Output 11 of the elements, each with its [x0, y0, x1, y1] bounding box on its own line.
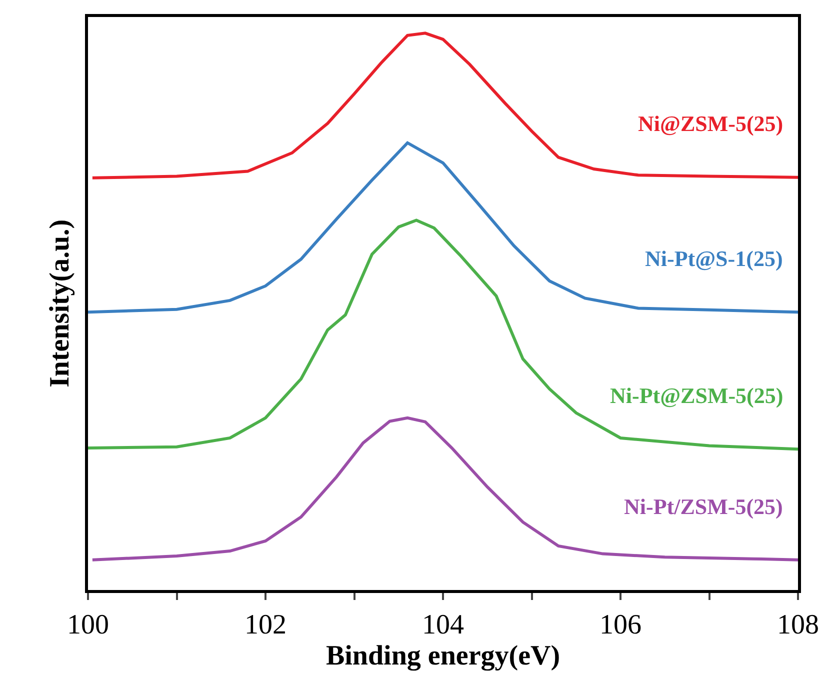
- y-axis-title: Intensity(a.u.): [44, 219, 76, 388]
- x-tick-label: 106: [600, 610, 642, 641]
- x-tick-label: 108: [777, 610, 819, 641]
- x-tick-label: 104: [422, 610, 464, 641]
- series-label: Ni-Pt@ZSM-5(25): [610, 383, 784, 408]
- x-axis-title: Binding energy(eV): [326, 640, 560, 672]
- series-label: Ni-Pt/ZSM-5(25): [624, 494, 783, 519]
- x-tick-label: 100: [67, 610, 109, 641]
- x-tick-label: 102: [244, 610, 286, 641]
- series-label: Ni-Pt@S-1(25): [645, 246, 783, 271]
- series-label: Ni@ZSM-5(25): [638, 111, 784, 136]
